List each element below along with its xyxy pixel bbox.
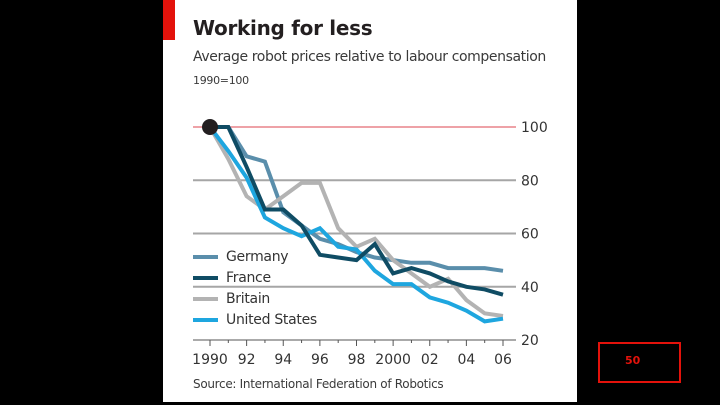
chart-unit-note: 1990=100 xyxy=(193,74,249,87)
y-tick-label: 20 xyxy=(521,333,539,349)
x-axis: 1990 92 94 96 98 2000 02 04 06 xyxy=(192,339,516,368)
legend-label: Germany xyxy=(226,248,289,265)
series-lines xyxy=(208,125,504,324)
x-tick-label: 96 xyxy=(311,352,329,368)
y-tick-label: 60 xyxy=(521,227,539,243)
x-tick-label: 06 xyxy=(494,352,512,368)
legend-swatch xyxy=(193,296,218,301)
x-tick-label: 2000 xyxy=(375,352,411,368)
x-tick-label: 02 xyxy=(421,352,439,368)
legend-label: United States xyxy=(226,311,317,328)
accent-bar xyxy=(163,0,175,40)
legend-item-britain: Britain xyxy=(193,288,317,309)
x-tick-label: 92 xyxy=(238,352,256,368)
legend-item-united-states: United States xyxy=(193,309,317,330)
x-tick-label: 1990 xyxy=(192,352,228,368)
annotations xyxy=(202,119,218,135)
chart-subtitle: Average robot prices relative to labour … xyxy=(193,49,546,65)
x-tick-label: 98 xyxy=(348,352,366,368)
series-line-france xyxy=(210,125,504,297)
legend-swatch xyxy=(193,254,218,259)
x-tick-label: 94 xyxy=(274,352,292,368)
y-tick-label: 100 xyxy=(521,120,548,136)
y-tick-label: 80 xyxy=(521,173,539,189)
legend-swatch xyxy=(193,317,218,322)
y-axis-labels: 20 40 60 80 100 xyxy=(521,120,548,349)
start-point-dot xyxy=(202,119,218,135)
page-number-box: 50 xyxy=(598,342,681,383)
legend-label: Britain xyxy=(226,290,270,307)
page-number: 50 xyxy=(625,354,641,367)
legend-item-france: France xyxy=(193,267,317,288)
y-tick-label: 40 xyxy=(521,280,539,296)
chart-source: Source: International Federation of Robo… xyxy=(193,377,444,391)
legend: Germany France Britain United States xyxy=(193,246,317,330)
legend-label: France xyxy=(226,269,271,286)
x-tick-label: 04 xyxy=(457,352,475,368)
series-line-united-states xyxy=(208,125,504,324)
legend-swatch xyxy=(193,275,218,280)
legend-item-germany: Germany xyxy=(193,246,317,267)
chart-panel xyxy=(163,0,577,402)
chart-title: Working for less xyxy=(193,16,373,40)
